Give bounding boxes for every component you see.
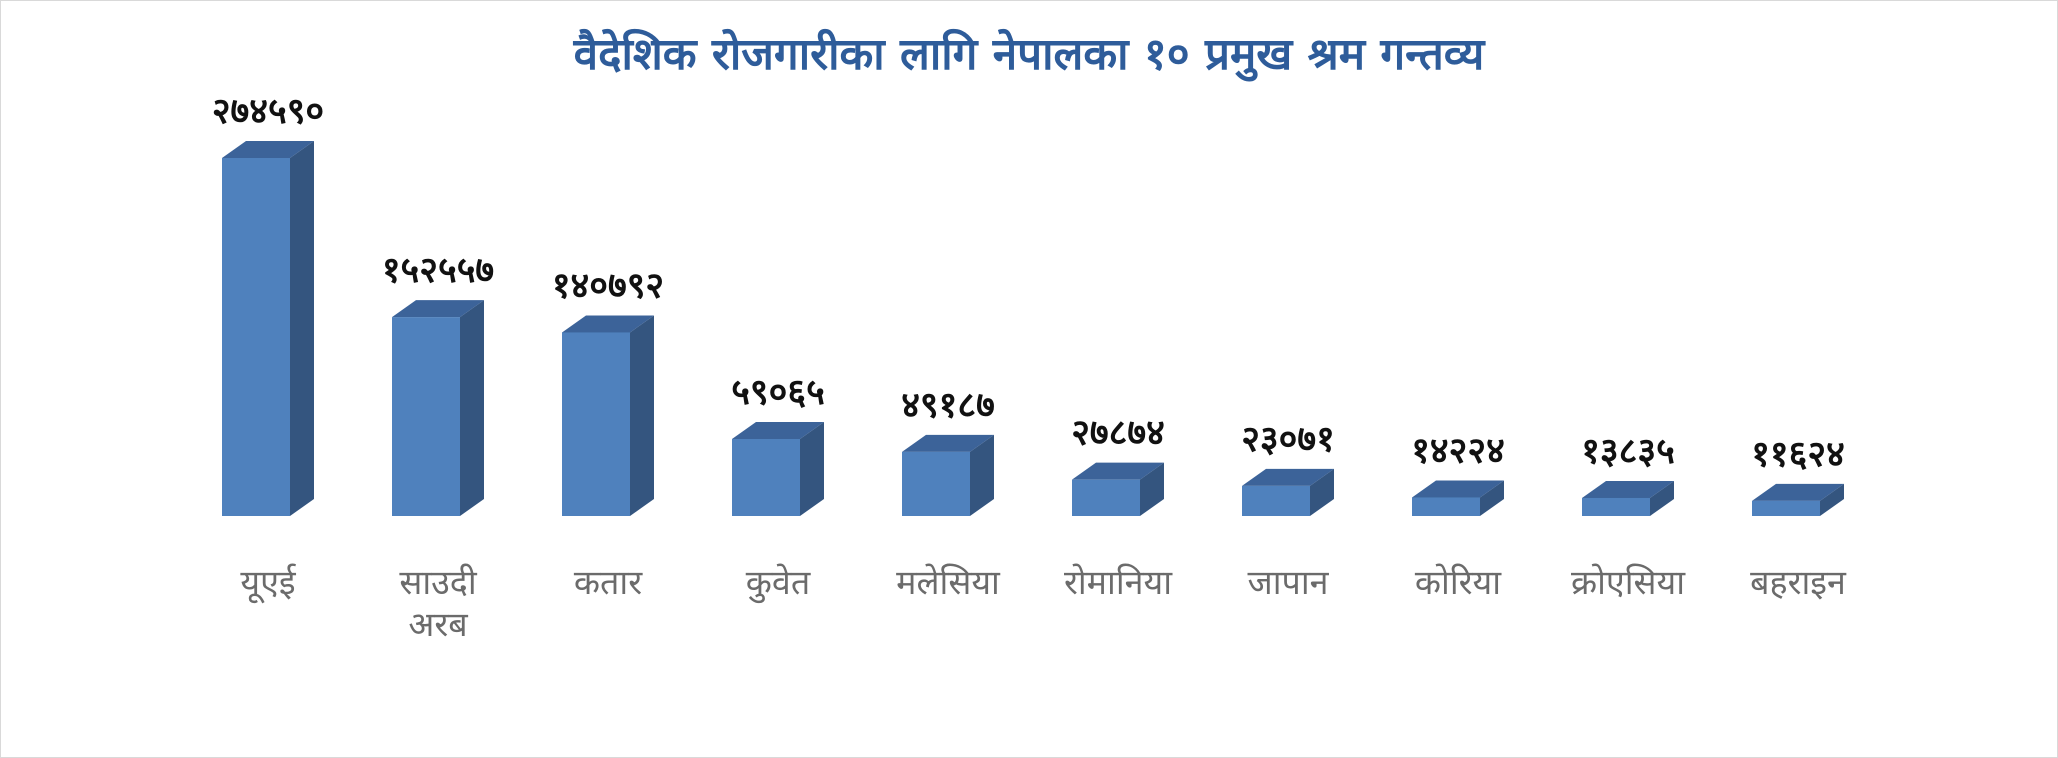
- bar-side: [1310, 468, 1334, 516]
- data-label: १४२२४: [1411, 430, 1505, 471]
- data-label: १३८३५: [1581, 431, 1675, 472]
- bar-group: ५९०६५ कुवेत: [731, 372, 825, 604]
- bar-top: [222, 141, 314, 158]
- bar-top: [902, 434, 994, 452]
- bar-group: ४९१८७ मलेसिया: [896, 385, 1001, 603]
- bar-top: [732, 421, 824, 439]
- category-label-line: कुवेत: [746, 563, 811, 604]
- bar-group: ११६२४ बहराइन: [1750, 434, 1847, 603]
- category-label: बहराइन: [1750, 563, 1847, 603]
- category-label: मलेसिया: [896, 563, 1001, 603]
- bar-group: २७८७४ रोमानिया: [1064, 413, 1173, 603]
- bar-top: [392, 300, 484, 318]
- bar-top: [562, 315, 654, 333]
- data-label: ५९०६५: [731, 372, 825, 413]
- data-label: २७४५९०: [212, 91, 324, 132]
- bar-side: [1650, 480, 1674, 516]
- category-label-line: साउदी: [399, 563, 477, 603]
- category-label: कुवेत: [746, 563, 811, 604]
- bar: [732, 438, 800, 516]
- bar-group: २३०७१ जापान: [1241, 419, 1335, 603]
- bar-top: [1412, 480, 1504, 498]
- bar-side: [970, 434, 994, 516]
- bar-group: १४२२४ कोरिया: [1411, 430, 1505, 603]
- chart-title: वैदेशिक रोजगारीका लागि नेपालका १० प्रमुख…: [573, 29, 1485, 80]
- category-label-line: कतार: [574, 563, 643, 603]
- bar: [1412, 497, 1480, 516]
- category-label-line: क्रोएसिया: [1571, 563, 1686, 603]
- bar: [392, 317, 460, 516]
- data-label: ४९१८७: [901, 385, 995, 426]
- bar: [562, 332, 630, 516]
- bar-group: १३८३५ क्रोएसिया: [1571, 431, 1686, 603]
- bar-side: [630, 315, 654, 516]
- bar: [1242, 485, 1310, 516]
- category-label: कतार: [574, 563, 643, 603]
- bar: [222, 158, 290, 516]
- bar-group: १४०७९२ कतार: [552, 265, 664, 603]
- category-label-line: अरब: [408, 605, 468, 645]
- category-label: साउदी अरब: [399, 563, 477, 645]
- bar: [1072, 479, 1140, 516]
- category-label-line: कोरिया: [1415, 563, 1502, 603]
- category-label-line: मलेसिया: [896, 563, 1001, 603]
- bar-side: [460, 300, 484, 516]
- category-label: कोरिया: [1415, 563, 1502, 603]
- bar: [1752, 500, 1820, 516]
- data-label: १५२५५७: [382, 250, 494, 291]
- data-label: २७८७४: [1071, 413, 1165, 454]
- bar-side: [1820, 483, 1844, 516]
- bar-top: [1072, 462, 1164, 480]
- bar-top: [1752, 483, 1844, 501]
- data-label: २३०७१: [1241, 419, 1335, 460]
- category-label: क्रोएसिया: [1571, 563, 1686, 603]
- bar-side: [1480, 480, 1504, 516]
- category-label-line: यूएई: [240, 563, 297, 604]
- bar: [902, 451, 970, 516]
- bar-side: [290, 141, 314, 516]
- bar-side: [1140, 462, 1164, 516]
- bar-top: [1242, 468, 1334, 486]
- category-label-line: रोमानिया: [1064, 563, 1173, 603]
- data-label: १४०७९२: [552, 265, 664, 306]
- bar-group: २७४५९० यूएई: [212, 91, 324, 604]
- bar-group: १५२५५७ साउदी अरब: [382, 250, 494, 645]
- data-label: ११६२४: [1751, 434, 1845, 475]
- category-label-line: बहराइन: [1750, 563, 1847, 603]
- category-label: रोमानिया: [1064, 563, 1173, 603]
- bar: [1582, 497, 1650, 516]
- bar-top: [1582, 480, 1674, 498]
- category-label: जापान: [1247, 563, 1329, 603]
- category-label: यूएई: [240, 563, 297, 604]
- bar-side: [800, 421, 824, 516]
- category-label-line: जापान: [1247, 563, 1329, 603]
